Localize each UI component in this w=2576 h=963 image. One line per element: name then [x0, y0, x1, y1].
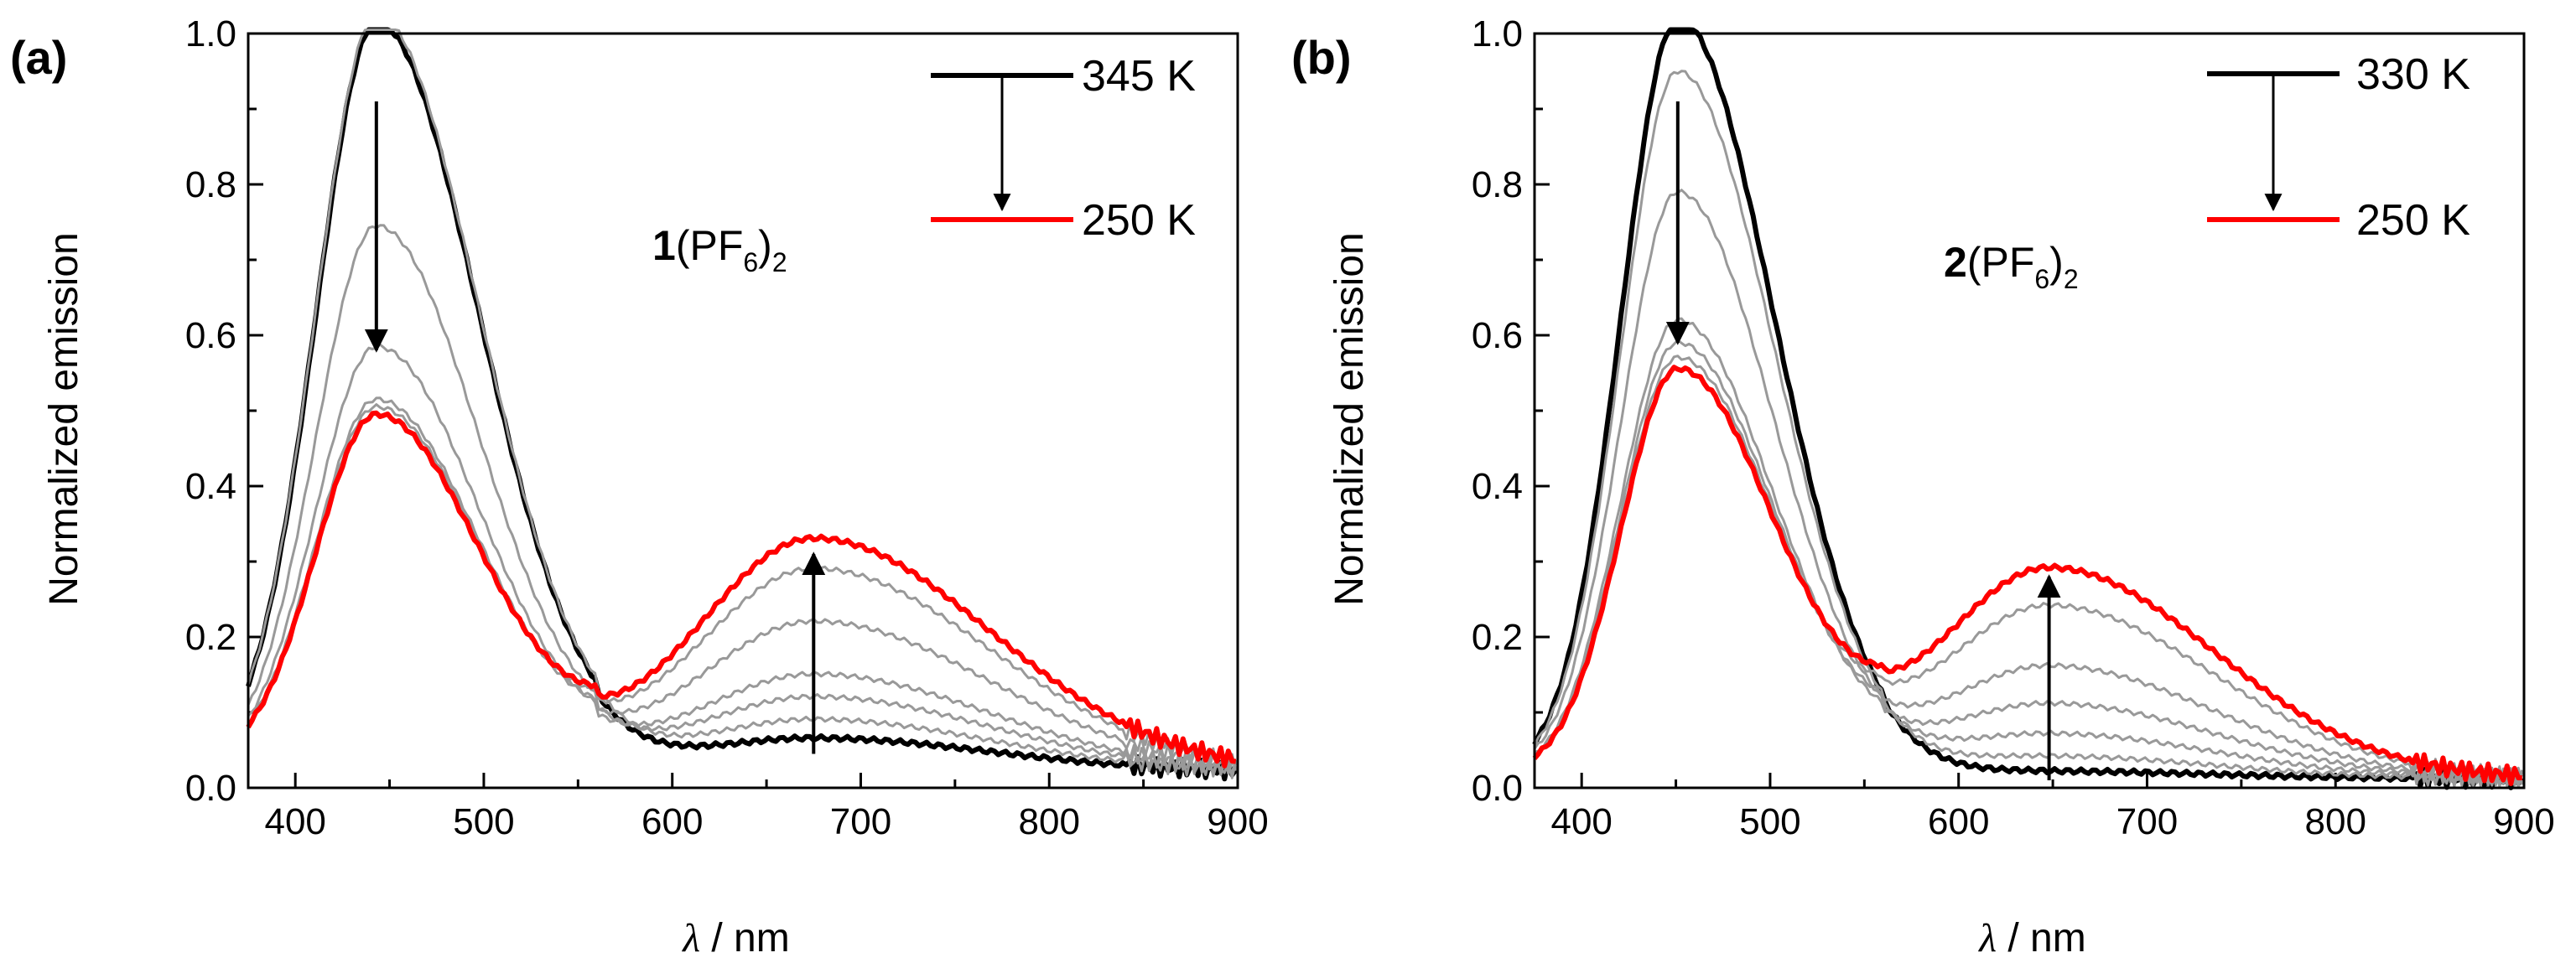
- series-cold: [246, 410, 1237, 769]
- compound-close-a: ): [758, 222, 772, 269]
- legend-a: 345 K 250 K: [931, 52, 1196, 245]
- series-intermediate: [247, 403, 1238, 770]
- x-tick-label: 700: [2116, 801, 2178, 842]
- series-intermediate: [1533, 189, 2524, 788]
- x-axis-symbol-b: λ: [1977, 916, 1997, 960]
- series-intermediate: [1534, 317, 2523, 787]
- y-axis-title-a: Normalized emission: [42, 232, 86, 605]
- compound-sub2-b: 2: [2064, 264, 2079, 294]
- x-tick-label: 500: [453, 801, 514, 842]
- compound-label-a: 1(PF6)2: [652, 222, 787, 277]
- x-axis-title-a: λ / nm: [681, 916, 789, 960]
- x-tick-label: 600: [641, 801, 703, 842]
- y-tick-label: 0.6: [185, 315, 236, 356]
- series-cold: [1532, 365, 2522, 786]
- y-tick-label: 0.0: [1472, 768, 1523, 809]
- curves-a: [246, 27, 1239, 782]
- series-intermediate: [247, 343, 1237, 775]
- series-hot: [246, 27, 1239, 782]
- y-tick-label: 0.4: [1472, 466, 1523, 507]
- x-axis-title-b: λ / nm: [1977, 916, 2085, 960]
- legend-top-label-b: 330 K: [2356, 50, 2470, 99]
- y-tick-label: 1.0: [185, 13, 236, 54]
- compound-sub2-a: 2: [772, 247, 787, 277]
- x-axis-unit-b: / nm: [1997, 916, 2086, 960]
- legend-bottom-label-a: 250 K: [1082, 196, 1196, 245]
- legend-bottom-label-b: 250 K: [2356, 196, 2470, 245]
- y-tick-label: 0.8: [1472, 164, 1523, 205]
- y-tick-label: 1.0: [1472, 13, 1523, 54]
- panel-b: (b) Normalized emission λ / nm 2(PF6)2 3…: [1291, 13, 2555, 960]
- plot-frame-b: [1533, 32, 2526, 790]
- x-tick-label: 800: [2305, 801, 2366, 842]
- series-intermediate: [247, 28, 1238, 779]
- y-tick-label: 0.4: [185, 466, 236, 507]
- x-axis-unit-a: / nm: [700, 916, 790, 960]
- compound-number-b: 2: [1944, 239, 1967, 286]
- legend-b: 330 K 250 K: [2207, 50, 2470, 245]
- x-axis-symbol-a: λ: [681, 916, 700, 960]
- compound-sub1-a: 6: [743, 247, 758, 277]
- legend-top-label-a: 345 K: [1082, 52, 1196, 101]
- x-tick-label: 500: [1739, 801, 1800, 842]
- series-intermediate: [247, 224, 1238, 776]
- compound-label-b: 2(PF6)2: [1944, 239, 2079, 294]
- x-tick-label: 800: [1019, 801, 1080, 842]
- series-intermediate: [1533, 70, 2524, 790]
- y-tick-label: 0.8: [185, 164, 236, 205]
- curves-b: [1532, 27, 2525, 790]
- y-tick-label: 0.0: [185, 768, 236, 809]
- series-hot: [1532, 27, 2525, 790]
- ticks-b: 400 500 600 700 800 900 0.0 0.2 0.4 0.6 0.8 1.0: [1472, 13, 2555, 842]
- x-tick-label: 600: [1928, 801, 1989, 842]
- y-tick-label: 0.6: [1472, 315, 1523, 356]
- y-tick-label: 0.2: [185, 617, 236, 658]
- compound-number-a: 1: [652, 222, 676, 269]
- ticks-a: 400 500 600 700 800 900 0.0 0.2 0.4 0.6 0.8 1.0: [185, 13, 1269, 842]
- series-intermediate: [1534, 339, 2524, 787]
- x-tick-label: 900: [2493, 801, 2554, 842]
- y-axis-title-b: Normalized emission: [1327, 232, 1372, 605]
- y-tick-label: 0.2: [1472, 617, 1523, 658]
- panel-label-a: (a): [10, 31, 67, 84]
- compound-text-b: (PF: [1967, 239, 2035, 286]
- compound-close-b: ): [2049, 239, 2064, 286]
- compound-text-a: (PF: [676, 222, 744, 269]
- x-tick-label: 400: [264, 801, 325, 842]
- x-tick-label: 400: [1550, 801, 1612, 842]
- compound-sub1-b: 6: [2034, 264, 2049, 294]
- plot-frame-a: [247, 32, 1239, 790]
- panel-a: (a) Normalized emission λ / nm 1(PF6)2 3…: [10, 13, 1269, 960]
- series-intermediate: [247, 396, 1238, 773]
- x-tick-label: 900: [1207, 801, 1268, 842]
- arrows-a: [364, 101, 826, 754]
- arrows-b: [1665, 101, 2061, 780]
- series-intermediate: [1534, 355, 2524, 785]
- panel-label-b: (b): [1291, 31, 1352, 84]
- x-tick-label: 700: [830, 801, 891, 842]
